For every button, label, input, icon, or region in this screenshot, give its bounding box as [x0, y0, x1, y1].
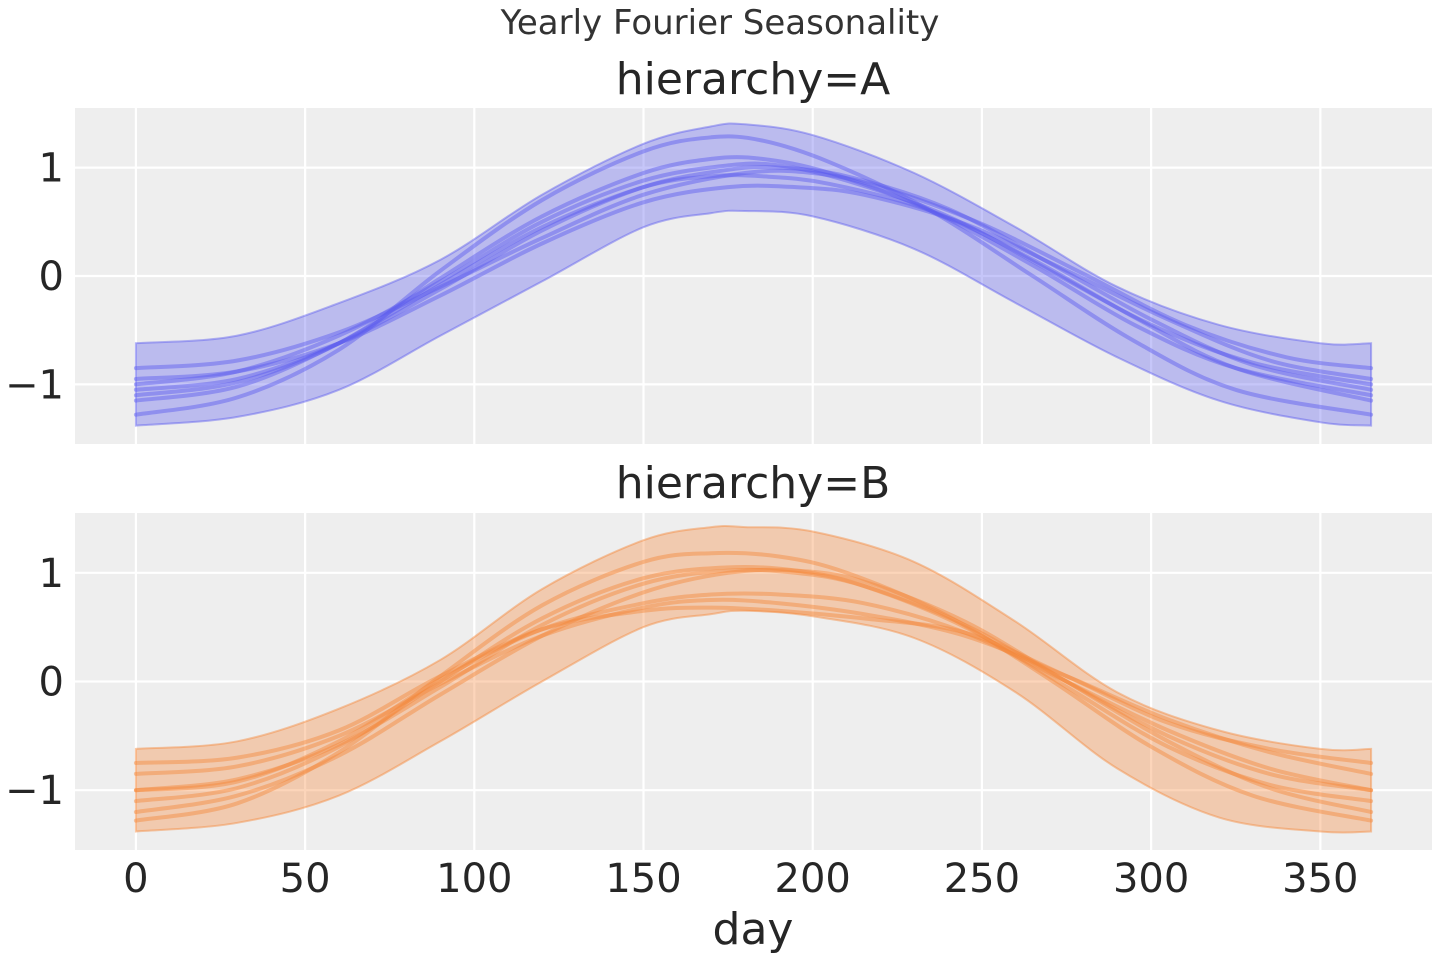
subplot-b-ytick-label: 0 [39, 660, 64, 706]
subplot-b-series-line-3 [133, 550, 1374, 823]
subplot-b-xtick-label: 100 [436, 856, 512, 902]
subplot-a-gridlines [75, 108, 1432, 444]
subplot-a-title: hierarchy=A [616, 54, 890, 105]
subplot-b: hierarchy=B −1 0 1 0 50 100 150 200 250 300 350 [5, 458, 1432, 902]
subplot-b-series-line-2 [133, 564, 1374, 804]
figure-suptitle: Yearly Fourier Seasonality [500, 3, 940, 43]
subplot-b-y-tick-labels: −1 0 1 [5, 551, 64, 814]
subplot-b-xtick-label: 350 [1282, 856, 1358, 902]
subplot-b-xtick-label: 50 [280, 856, 331, 902]
subplot-a-series-line-6 [133, 173, 1374, 403]
subplot-b-series-line-5 [133, 591, 1374, 793]
subplot-a-series-line-3 [133, 134, 1374, 417]
subplot-b-gridlines [75, 513, 1432, 850]
subplot-a-credible-band [134, 122, 1373, 427]
subplot-a-ytick-label: 0 [39, 254, 64, 300]
subplot-a-series-line-1 [133, 161, 1374, 387]
subplot-b-series-line-1 [133, 567, 1374, 793]
subplot-b-series-lines [133, 550, 1374, 823]
subplot-b-series-line-7 [133, 567, 1374, 814]
subplot-b-xtick-label: 150 [605, 856, 681, 902]
subplot-b-x-tick-labels: 0 50 100 150 200 250 300 350 [123, 856, 1358, 902]
subplot-b-ytick-label: −1 [5, 768, 64, 814]
subplot-b-credible-band [134, 524, 1373, 834]
subplot-b-title: hierarchy=B [616, 458, 891, 509]
subplot-a-series-line-4 [133, 168, 1374, 371]
subplot-a-series-line-7 [133, 183, 1374, 381]
subplot-b-xtick-label: 200 [775, 856, 851, 902]
x-axis-label: day [713, 904, 794, 955]
subplot-b-xtick-label: 250 [944, 856, 1020, 902]
subplot-a: hierarchy=A −1 0 1 [5, 54, 1432, 444]
subplot-b-series-line-6 [133, 605, 1374, 765]
subplot-b-series-line-4 [133, 597, 1374, 776]
subplot-a-y-tick-labels: −1 0 1 [5, 146, 64, 409]
subplot-a-ytick-label: 1 [39, 146, 64, 192]
subplot-a-series-lines [133, 134, 1374, 417]
subplot-b-xtick-label: 0 [123, 856, 148, 902]
subplot-a-series-line-2 [133, 155, 1374, 398]
subplot-a-ytick-label: −1 [5, 362, 64, 408]
subplot-b-xtick-label: 300 [1113, 856, 1189, 902]
subplot-a-series-line-5 [133, 164, 1374, 392]
subplot-b-ytick-label: 1 [39, 551, 64, 597]
